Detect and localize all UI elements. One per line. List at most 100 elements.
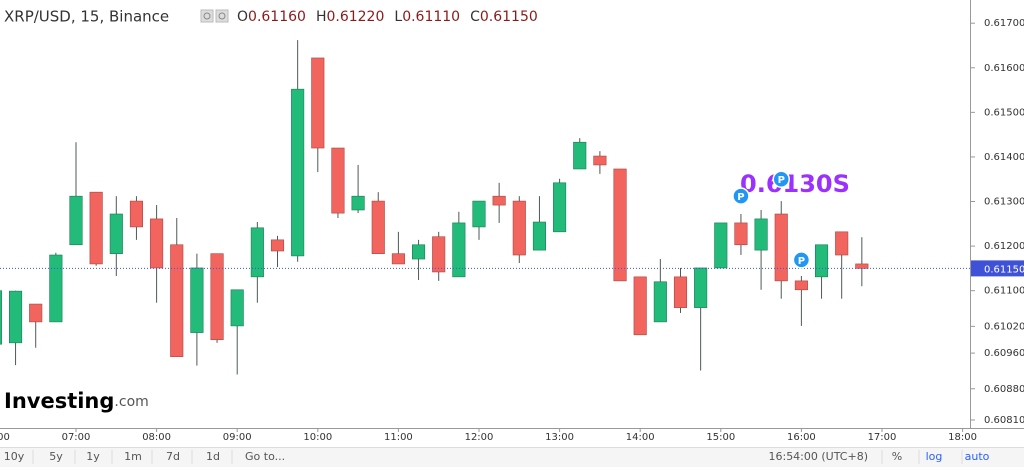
ohlc-key: L (394, 9, 402, 25)
x-tick-label: 15:00 (706, 432, 735, 443)
goto-button[interactable]: Go to... (245, 450, 285, 463)
x-tick-label: 09:00 (223, 432, 252, 443)
y-tick-label: 0.61600 (984, 63, 1024, 74)
candle-body (0, 290, 2, 345)
option-button[interactable]: auto (965, 450, 990, 463)
range-button[interactable]: 1d (206, 450, 220, 463)
marker-label: P (798, 256, 805, 267)
candle-body (270, 239, 285, 252)
candle-body (351, 195, 365, 211)
ohlc-readout: O0.61160 H0.61220 L0.61110 C0.61150 (237, 9, 538, 25)
range-button[interactable]: 10y (4, 450, 25, 463)
candle-body (472, 200, 486, 228)
range-button[interactable]: 1m (124, 450, 142, 463)
x-tick-label: 18:00 (948, 432, 977, 443)
header-bg (0, 0, 190, 34)
last-price-label: 0.61150 (984, 264, 1024, 275)
candle-body (150, 218, 164, 269)
candle-body (532, 221, 546, 251)
candle-body (29, 303, 43, 323)
range-button[interactable]: 5y (49, 450, 63, 463)
chart-title: XRP/USD, 15, Binance (4, 8, 169, 26)
candle-body (69, 195, 83, 246)
candle-body (613, 168, 627, 282)
y-tick-label: 0.61020 (984, 321, 1024, 332)
candle-body (694, 267, 708, 308)
candle-body (311, 57, 325, 149)
annotation: 0.6130S (740, 170, 850, 198)
candle-body (855, 263, 869, 269)
candle-body (412, 244, 426, 260)
toolbar (0, 447, 1024, 467)
ohlc-value: 0.61110 (402, 9, 460, 25)
candle-body (391, 253, 405, 265)
marker-label: P (778, 175, 785, 186)
y-tick-label: 0.61500 (984, 107, 1024, 118)
x-tick-label: 07:00 (62, 432, 91, 443)
candle-body (734, 222, 748, 246)
candle-body (814, 244, 829, 278)
last-price-box (971, 260, 1024, 277)
ohlc-key: C (470, 9, 480, 25)
candle-body (230, 289, 244, 327)
settings-icon-glyph (203, 12, 211, 20)
y-tick-label: 0.60810 (984, 415, 1024, 426)
logo: Investing.com (4, 389, 149, 413)
candle-body (593, 155, 607, 166)
candle-body (653, 281, 667, 323)
candle-body (774, 213, 788, 282)
candle-body (49, 254, 63, 323)
x-tick-label: 12:00 (465, 432, 494, 443)
candle-body (190, 267, 204, 333)
candle-body (452, 222, 466, 278)
x-tick-label: 08:00 (142, 432, 171, 443)
candle-body (673, 276, 688, 308)
candle-body (210, 253, 224, 341)
candle-body (371, 200, 385, 254)
marker (792, 251, 811, 269)
y-tick-label: 0.61200 (984, 241, 1024, 252)
logo-suffix: .com (114, 394, 148, 410)
ohlc-key: O (237, 9, 248, 25)
x-tick-label: 06:00 (0, 432, 10, 443)
range-button[interactable]: 7d (166, 450, 180, 463)
candle-body (331, 147, 345, 214)
option-button[interactable]: log (926, 450, 943, 463)
y-tick-label: 0.61700 (984, 18, 1024, 29)
x-tick-label: 17:00 (868, 432, 897, 443)
candle-body (170, 244, 184, 357)
candle-body (835, 231, 849, 256)
range-button[interactable]: 1y (86, 450, 100, 463)
candle-body (633, 276, 647, 336)
x-tick-label: 16:00 (787, 432, 816, 443)
visibility-icon[interactable] (215, 9, 229, 23)
candle-body (794, 280, 808, 291)
y-tick-label: 0.60880 (984, 384, 1024, 395)
ohlc-value: 0.61160 (248, 9, 306, 25)
candle-body (89, 191, 103, 265)
x-tick-label: 14:00 (626, 432, 655, 443)
ohlc-value: 0.61150 (480, 9, 538, 25)
candle-body (553, 182, 567, 233)
x-tick-label: 11:00 (384, 432, 413, 443)
candle-body (109, 213, 123, 254)
candle-body (573, 141, 587, 170)
settings-icon[interactable] (200, 9, 214, 23)
candle-body (9, 290, 23, 344)
marker (772, 170, 790, 188)
x-tick-label: 13:00 (545, 432, 574, 443)
y-tick-label: 0.61100 (984, 286, 1024, 297)
x-tick-label: 10:00 (303, 432, 332, 443)
candle-body (714, 222, 728, 269)
logo-name: Investing (4, 389, 114, 413)
marker (732, 187, 750, 205)
clock: 16:54:00 (UTC+8) (768, 450, 868, 463)
option-button[interactable]: % (892, 450, 902, 463)
candle-body (492, 195, 506, 206)
candle-body (250, 227, 264, 278)
candle-body (129, 200, 143, 228)
marker-label: P (737, 192, 744, 203)
y-tick-label: 0.61400 (984, 152, 1024, 163)
